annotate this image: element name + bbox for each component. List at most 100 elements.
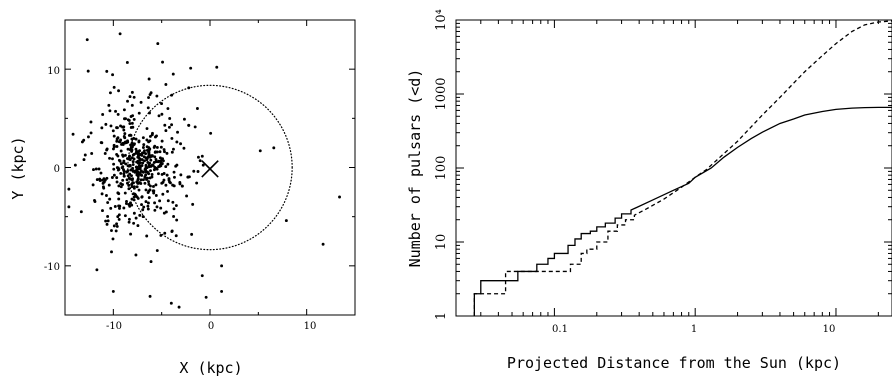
pulsar-point (141, 146, 145, 149)
pulsar-point (126, 181, 129, 185)
pulsar-point (155, 94, 159, 98)
pulsar-point (144, 173, 148, 177)
pulsar-point (123, 191, 127, 195)
pulsar-point (113, 205, 117, 208)
pulsar-point (175, 218, 179, 222)
pulsar-point (130, 90, 134, 94)
pulsar-point (132, 117, 136, 121)
pulsar-point (107, 103, 111, 107)
pulsar-point (117, 213, 121, 217)
pulsar-point (161, 192, 165, 196)
pulsar-point (111, 157, 114, 161)
pulsar-point (95, 178, 99, 182)
pulsar-point (130, 197, 134, 201)
pulsar-point (157, 172, 160, 176)
pulsar-point (138, 157, 142, 161)
pulsar-point (117, 89, 121, 93)
pulsar-point (159, 145, 163, 149)
pulsar-point (105, 194, 108, 197)
pulsar-point (166, 107, 170, 111)
pulsar-point (169, 301, 173, 305)
pulsar-point (179, 142, 183, 146)
log-tick-marks (455, 19, 892, 317)
pulsar-point (158, 199, 162, 203)
pulsar-point (144, 200, 148, 204)
pulsar-point (116, 136, 120, 140)
pulsar-point (119, 149, 123, 153)
scatter-y-tick-label: 0 (54, 164, 60, 175)
pulsar-point (148, 139, 152, 143)
pulsar-point (147, 146, 151, 150)
pulsar-point (122, 168, 125, 172)
pulsar-point (163, 123, 167, 127)
pulsar-point (171, 200, 175, 204)
pulsar-point (99, 141, 103, 144)
pulsar-point (137, 111, 141, 115)
pulsar-point (190, 232, 194, 236)
pulsar-point (321, 242, 325, 246)
pulsar-point (160, 112, 164, 116)
pulsar-point (146, 106, 150, 110)
pulsar-point (111, 289, 115, 293)
pulsar-point (160, 139, 164, 143)
pulsar-point (112, 162, 116, 166)
pulsar-point (114, 109, 118, 113)
pulsar-point (122, 108, 126, 112)
pulsar-point (139, 178, 143, 182)
pulsar-point (201, 163, 205, 167)
scatter-y-axis-title: Y (kpc) (9, 136, 27, 199)
pulsar-point (150, 163, 154, 167)
pulsar-point (106, 201, 110, 204)
pulsar-point (118, 32, 122, 36)
pulsar-point (108, 156, 112, 160)
pulsar-point (163, 231, 167, 235)
pulsar-point (204, 295, 208, 299)
pulsar-point (82, 158, 86, 162)
pulsar-point (272, 146, 276, 150)
pulsar-point (196, 155, 200, 159)
cumulative-chart: 0.1 1 10 10⁴ 1000 100 10 1 Projected Dis… (406, 9, 892, 372)
pulsar-point (91, 183, 95, 187)
pulsar-point (152, 189, 156, 193)
pulsar-point (165, 151, 169, 155)
pulsar-point (166, 199, 170, 203)
pulsar-point (146, 176, 149, 180)
pulsar-point (128, 164, 132, 168)
pulsar-point (137, 188, 141, 192)
pulsar-point (117, 140, 121, 144)
pulsar-point (138, 167, 142, 171)
pulsar-point (145, 157, 149, 161)
pulsar-point (123, 153, 127, 157)
cumulative-x-tick-label: 1 (691, 324, 697, 335)
pulsar-point (155, 249, 159, 252)
pulsar-point (198, 159, 202, 163)
pulsar-point (168, 181, 172, 185)
series-dashed-line (473, 20, 892, 316)
pulsar-point (126, 169, 130, 173)
pulsar-point (73, 163, 77, 167)
pulsar-point (152, 191, 156, 195)
pulsar-point (158, 150, 162, 154)
pulsar-point (146, 207, 150, 211)
pulsar-point (135, 166, 139, 170)
pulsar-point (119, 171, 123, 175)
pulsar-point (171, 72, 175, 76)
pulsar-point (152, 168, 156, 172)
pulsar-point (119, 185, 123, 189)
pulsar-point (174, 234, 178, 238)
pulsar-point (111, 237, 115, 241)
pulsar-point (109, 124, 113, 128)
pulsar-point (146, 201, 150, 205)
pulsar-point (148, 155, 152, 159)
pulsar-point (162, 178, 166, 182)
pulsar-point (153, 155, 157, 159)
cumulative-y-axis-title: Number of pulsars (<d) (406, 69, 424, 268)
pulsar-point (186, 175, 190, 179)
pulsar-point (155, 150, 159, 154)
pulsar-point (147, 172, 151, 176)
pulsar-point (117, 217, 121, 221)
cumulative-x-tick-label: 0.1 (552, 324, 568, 335)
pulsar-point (161, 180, 165, 184)
pulsar-point (142, 205, 146, 209)
